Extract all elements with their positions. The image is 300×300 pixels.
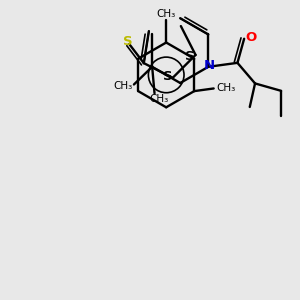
Text: CH₃: CH₃ [149, 94, 169, 104]
Text: CH₃: CH₃ [157, 9, 176, 19]
Text: O: O [245, 31, 256, 44]
Text: S: S [163, 70, 172, 83]
Text: CH₃: CH₃ [113, 81, 132, 91]
Text: S: S [123, 35, 133, 48]
Text: S: S [185, 50, 195, 63]
Text: CH₃: CH₃ [216, 83, 236, 94]
Text: N: N [203, 59, 214, 72]
